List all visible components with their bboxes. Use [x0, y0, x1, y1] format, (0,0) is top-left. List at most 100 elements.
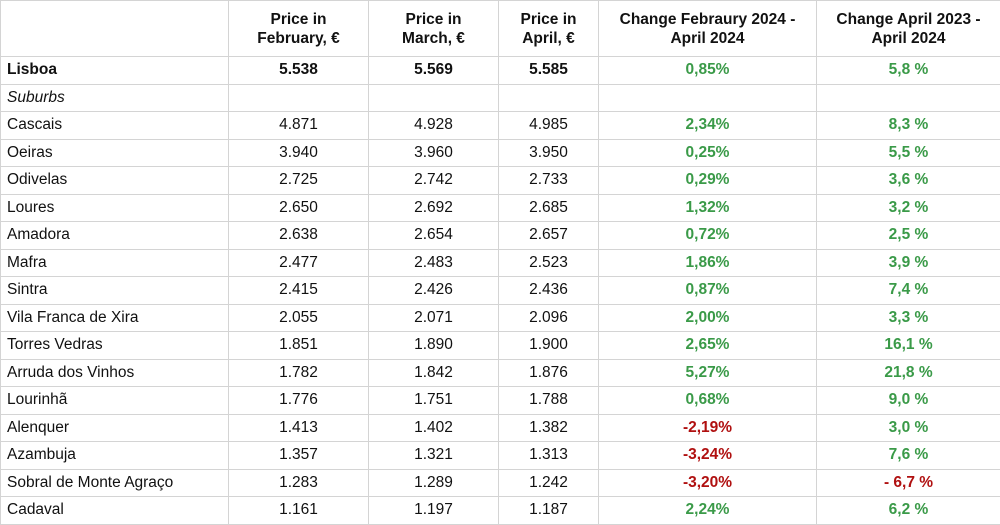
table-cell: 2.415: [229, 277, 369, 305]
table-row: Suburbs: [1, 84, 1000, 112]
table-cell: [369, 84, 499, 112]
table-cell: [499, 84, 599, 112]
table-cell: 2.055: [229, 304, 369, 332]
table-cell: 4.985: [499, 112, 599, 140]
table-cell: 16,1 %: [817, 332, 1000, 360]
table-cell: 21,8 %: [817, 359, 1000, 387]
header-cell: Price in March, €: [369, 1, 499, 57]
header-cell: Change Febraury 2024 - April 2024: [599, 1, 817, 57]
table-cell: 0,68%: [599, 387, 817, 415]
table-cell: 1.890: [369, 332, 499, 360]
table-cell: 1.851: [229, 332, 369, 360]
table-cell: Alenquer: [1, 414, 229, 442]
table-cell: 2.733: [499, 167, 599, 195]
table-cell: 2,00%: [599, 304, 817, 332]
table-cell: 2.477: [229, 249, 369, 277]
table-cell: Vila Franca de Xira: [1, 304, 229, 332]
table-cell: [599, 84, 817, 112]
table-cell: 3.950: [499, 139, 599, 167]
table-cell: -3,24%: [599, 442, 817, 470]
table-cell: [817, 84, 1000, 112]
table-cell: Amadora: [1, 222, 229, 250]
table-cell: 1.382: [499, 414, 599, 442]
table-cell: Loures: [1, 194, 229, 222]
table-cell: 2.725: [229, 167, 369, 195]
header-cell: Price in February, €: [229, 1, 369, 57]
table-cell: 1.197: [369, 497, 499, 525]
table-cell: 2.096: [499, 304, 599, 332]
table-cell: 1.357: [229, 442, 369, 470]
table-cell: 1.289: [369, 469, 499, 497]
table-cell: 1.413: [229, 414, 369, 442]
table-cell: Torres Vedras: [1, 332, 229, 360]
table-cell: Lisboa: [1, 57, 229, 85]
table-cell: 0,72%: [599, 222, 817, 250]
table-cell: 2.436: [499, 277, 599, 305]
table-cell: 3,0 %: [817, 414, 1000, 442]
table-cell: - 6,7 %: [817, 469, 1000, 497]
table-cell: Suburbs: [1, 84, 229, 112]
table-cell: 5.569: [369, 57, 499, 85]
table-cell: 6,2 %: [817, 497, 1000, 525]
table-cell: 1,86%: [599, 249, 817, 277]
table-cell: Mafra: [1, 249, 229, 277]
table-cell: 2,65%: [599, 332, 817, 360]
table-cell: Azambuja: [1, 442, 229, 470]
table-cell: Lourinhã: [1, 387, 229, 415]
table-cell: 3.940: [229, 139, 369, 167]
header-cell: [1, 1, 229, 57]
table-cell: 2.742: [369, 167, 499, 195]
table-cell: -3,20%: [599, 469, 817, 497]
table-cell: 2.650: [229, 194, 369, 222]
table-cell: 2,34%: [599, 112, 817, 140]
table-cell: 1.788: [499, 387, 599, 415]
table-cell: 3.960: [369, 139, 499, 167]
table-cell: 3,9 %: [817, 249, 1000, 277]
table-cell: Oeiras: [1, 139, 229, 167]
header-row: Price in February, €Price in March, €Pri…: [1, 1, 1000, 57]
header-cell: Price in April, €: [499, 1, 599, 57]
table-cell: 5,8 %: [817, 57, 1000, 85]
table-cell: [229, 84, 369, 112]
table-cell: 2,24%: [599, 497, 817, 525]
table-cell: 1.776: [229, 387, 369, 415]
table-cell: 3,2 %: [817, 194, 1000, 222]
table-cell: 1.242: [499, 469, 599, 497]
table-cell: 1.876: [499, 359, 599, 387]
table-cell: 2.638: [229, 222, 369, 250]
table-cell: 7,4 %: [817, 277, 1000, 305]
table-cell: 1.751: [369, 387, 499, 415]
table-cell: 4.871: [229, 112, 369, 140]
table-cell: 1,32%: [599, 194, 817, 222]
table-cell: 1.161: [229, 497, 369, 525]
table-cell: Arruda dos Vinhos: [1, 359, 229, 387]
table-cell: 1.187: [499, 497, 599, 525]
table-cell: 2.657: [499, 222, 599, 250]
table-cell: 1.402: [369, 414, 499, 442]
table-cell: 1.900: [499, 332, 599, 360]
table-cell: 2.426: [369, 277, 499, 305]
table-cell: 9,0 %: [817, 387, 1000, 415]
table-cell: 2.523: [499, 249, 599, 277]
table-cell: 8,3 %: [817, 112, 1000, 140]
table-cell: 5,5 %: [817, 139, 1000, 167]
table-cell: 1.321: [369, 442, 499, 470]
header-cell: Change April 2023 - April 2024: [817, 1, 1000, 57]
table-cell: 2.692: [369, 194, 499, 222]
table-cell: 3,3 %: [817, 304, 1000, 332]
